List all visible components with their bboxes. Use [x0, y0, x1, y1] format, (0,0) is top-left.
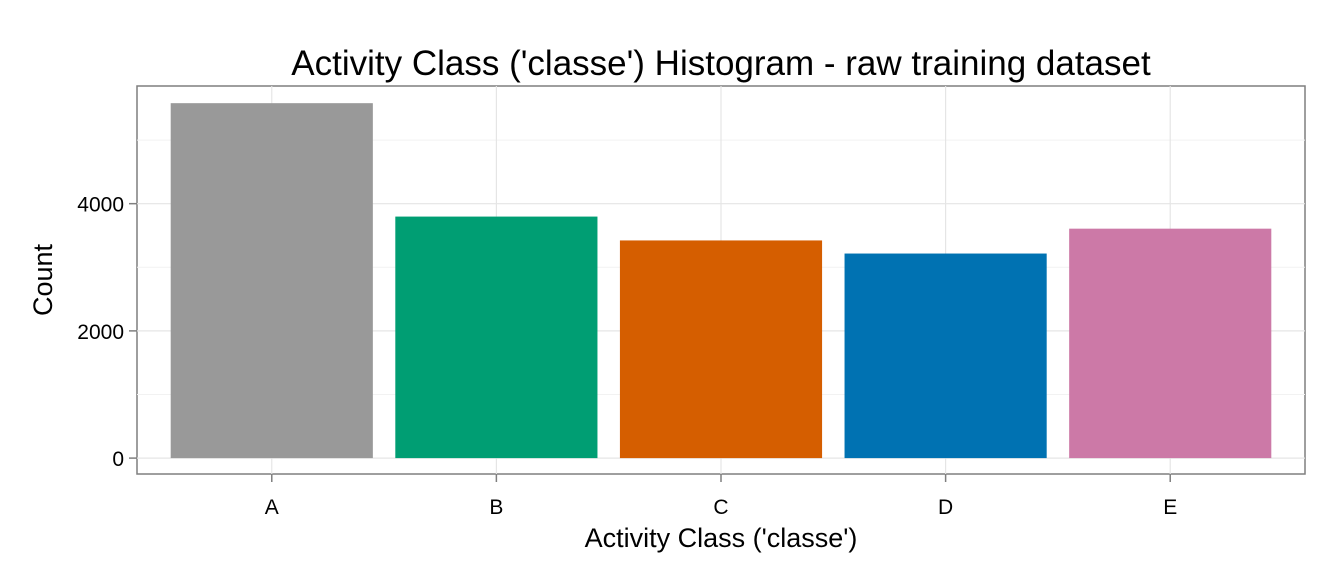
y-tick-label: 4000	[77, 194, 124, 217]
y-tick-label: 0	[112, 448, 124, 471]
x-tick-label: A	[265, 496, 279, 519]
x-axis-ticks: A B C D E	[265, 474, 1177, 519]
bar-a	[170, 103, 373, 459]
bar-c	[619, 240, 823, 459]
x-axis-label: Activity Class ('classe')	[585, 523, 858, 553]
bar-b	[395, 216, 598, 459]
y-axis-ticks: 0 2000 4000	[77, 194, 137, 471]
bars	[170, 103, 1272, 459]
y-axis-label: Count	[28, 243, 58, 316]
bar-d	[844, 253, 1047, 459]
x-tick-label: B	[489, 496, 503, 519]
x-tick-label: E	[1163, 496, 1177, 519]
x-tick-label: D	[938, 496, 953, 519]
bar-e	[1069, 228, 1272, 459]
x-tick-label: C	[713, 496, 728, 519]
chart-title: Activity Class ('classe') Histogram - ra…	[291, 44, 1151, 83]
y-tick-label: 2000	[77, 321, 124, 344]
